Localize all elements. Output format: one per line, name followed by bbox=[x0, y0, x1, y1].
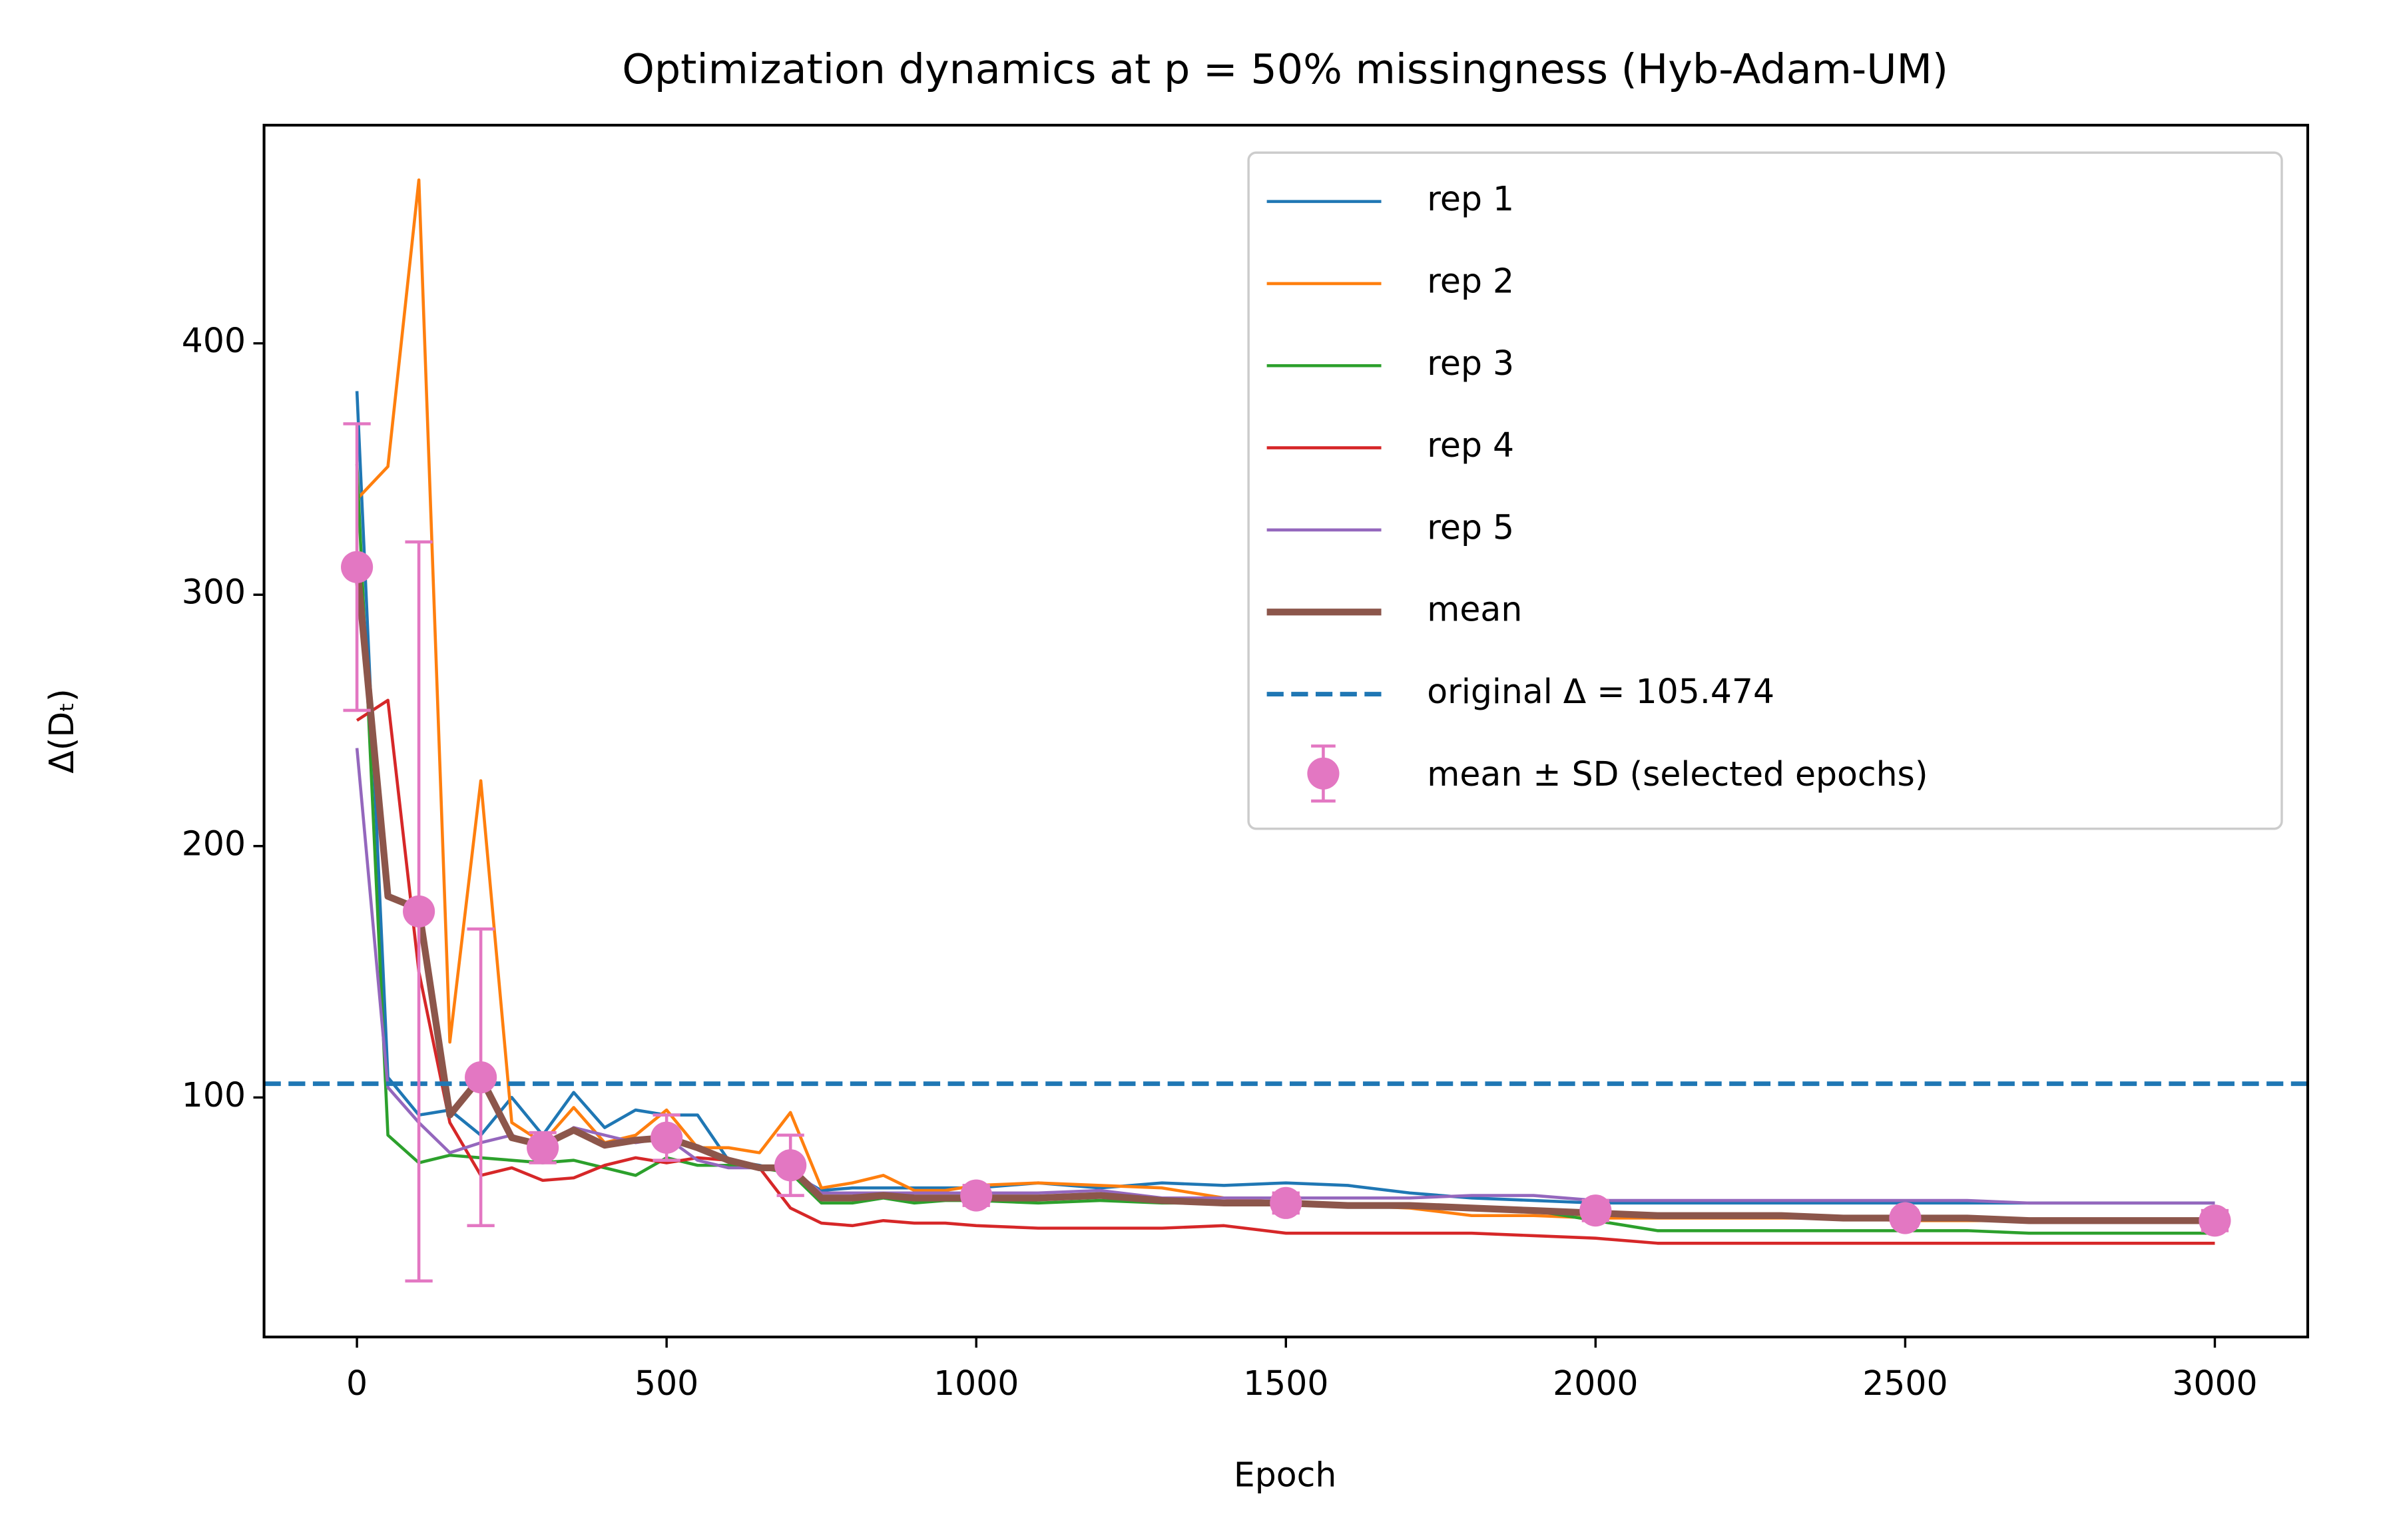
x-tick-label: 3000 bbox=[2172, 1364, 2257, 1403]
mean-marker bbox=[527, 1131, 559, 1164]
error-point bbox=[1579, 1194, 1612, 1227]
legend-swatch bbox=[1307, 757, 1340, 790]
mean-marker bbox=[960, 1179, 993, 1212]
x-tick-label: 1000 bbox=[933, 1364, 1019, 1403]
x-tick-label: 0 bbox=[346, 1364, 368, 1403]
mean-marker bbox=[341, 551, 374, 583]
x-tick-label: 1500 bbox=[1243, 1364, 1328, 1403]
x-tick-label: 500 bbox=[635, 1364, 698, 1403]
error-point bbox=[527, 1131, 559, 1164]
error-point bbox=[651, 1113, 683, 1162]
mean-marker bbox=[1579, 1194, 1612, 1227]
error-point bbox=[465, 927, 497, 1228]
legend-label: original Δ = 105.474 bbox=[1427, 672, 1774, 711]
mean-marker bbox=[651, 1121, 683, 1154]
mean-marker bbox=[2199, 1204, 2231, 1237]
mean-marker bbox=[465, 1061, 497, 1094]
y-tick-label: 200 bbox=[182, 824, 246, 863]
chart-title: Optimization dynamics at p = 50% missing… bbox=[622, 45, 1948, 93]
error-point bbox=[1270, 1186, 1302, 1219]
error-point bbox=[341, 422, 374, 712]
legend-box bbox=[1247, 151, 2283, 830]
mean-marker bbox=[1270, 1186, 1302, 1219]
legend-label: rep 1 bbox=[1427, 179, 1514, 218]
y-tick-label: 100 bbox=[182, 1075, 246, 1115]
series-line bbox=[356, 698, 2215, 1245]
plot-area bbox=[264, 178, 2308, 1283]
mean-marker bbox=[403, 895, 435, 927]
error-point bbox=[1889, 1202, 1922, 1234]
x-tick-label: 2000 bbox=[1553, 1364, 1638, 1403]
legend-label: rep 5 bbox=[1427, 507, 1514, 547]
legend-label: mean bbox=[1427, 590, 1522, 629]
error-point bbox=[403, 540, 435, 1283]
y-tick-label: 400 bbox=[182, 321, 246, 360]
axes-frame bbox=[262, 123, 2310, 1339]
legend: rep 1 rep 2 rep 3 rep 4 rep 5 mean original Δ … bbox=[1247, 151, 2283, 830]
y-axis-label: Δ(Dₜ) bbox=[42, 688, 81, 774]
y-tick-label: 300 bbox=[182, 573, 246, 612]
mean-marker bbox=[774, 1149, 807, 1182]
legend-label: rep 4 bbox=[1427, 425, 1514, 465]
legend-label: rep 3 bbox=[1427, 344, 1514, 383]
error-point bbox=[2199, 1204, 2231, 1237]
error-point bbox=[960, 1179, 993, 1212]
error-point bbox=[774, 1133, 807, 1197]
x-axis-label: Epoch bbox=[1234, 1455, 1336, 1494]
mean-marker bbox=[1889, 1202, 1922, 1234]
x-tick-label: 2500 bbox=[1862, 1364, 1948, 1403]
legend-label: rep 2 bbox=[1427, 261, 1514, 300]
legend-label: mean ± SD (selected epochs) bbox=[1427, 754, 1928, 794]
